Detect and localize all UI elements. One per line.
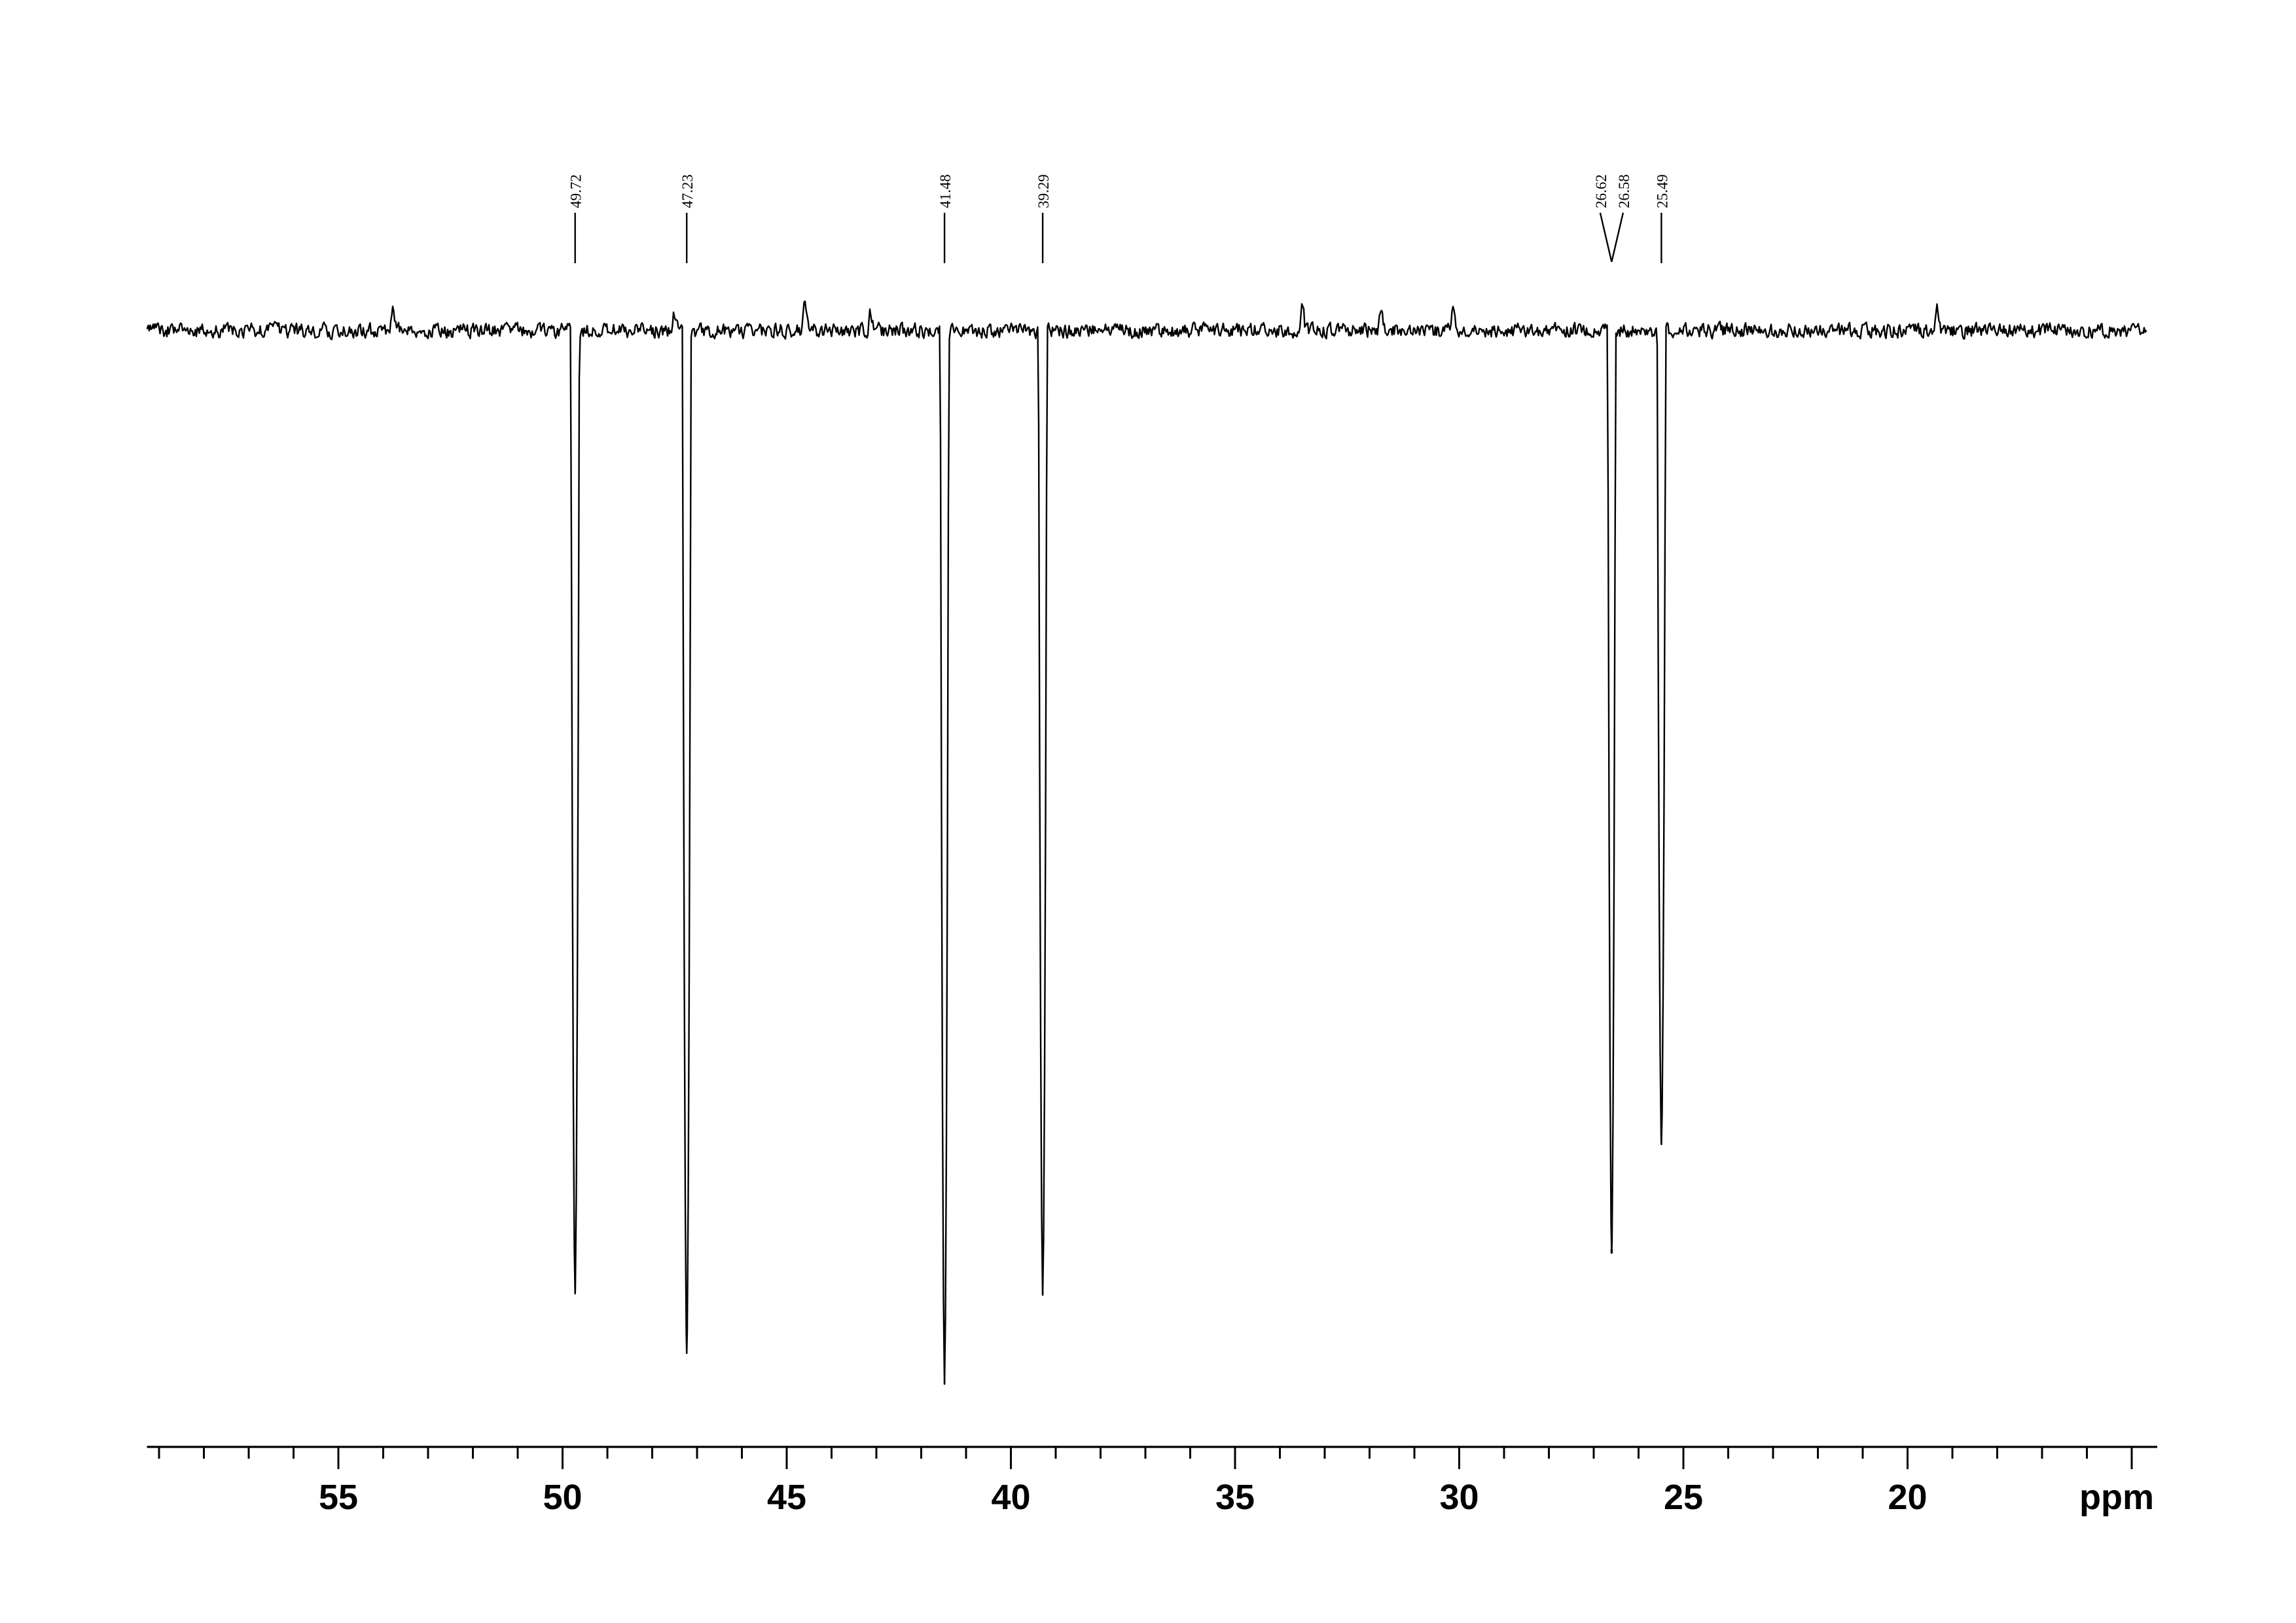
svg-text:25.49: 25.49 (1654, 174, 1670, 208)
svg-text:39.29: 39.29 (1035, 174, 1052, 208)
svg-text:25: 25 (1664, 1478, 1703, 1517)
svg-text:ppm: ppm (2079, 1478, 2154, 1517)
svg-text:35: 35 (1215, 1478, 1255, 1517)
svg-text:20: 20 (1888, 1478, 1927, 1517)
svg-text:45: 45 (767, 1478, 806, 1517)
svg-text:50: 50 (543, 1478, 582, 1517)
svg-text:26.58: 26.58 (1616, 174, 1632, 208)
svg-text:26.62: 26.62 (1593, 174, 1609, 208)
svg-text:30: 30 (1439, 1478, 1479, 1517)
svg-text:41.48: 41.48 (937, 174, 954, 208)
svg-text:55: 55 (319, 1478, 358, 1517)
svg-text:47.23: 47.23 (679, 174, 696, 208)
svg-text:49.72: 49.72 (568, 174, 584, 208)
svg-text:40: 40 (991, 1478, 1030, 1517)
